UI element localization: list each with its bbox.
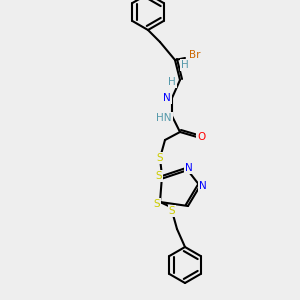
Text: O: O [197,132,205,142]
Text: S: S [154,199,160,209]
Text: H: H [168,77,176,87]
Text: S: S [156,171,162,181]
Text: HN: HN [156,113,172,123]
Text: N: N [199,181,207,191]
Text: N: N [185,163,193,173]
Text: S: S [169,206,175,216]
Text: Br: Br [189,50,201,60]
Text: N: N [163,93,171,103]
Text: H: H [181,60,189,70]
Text: S: S [157,153,163,163]
